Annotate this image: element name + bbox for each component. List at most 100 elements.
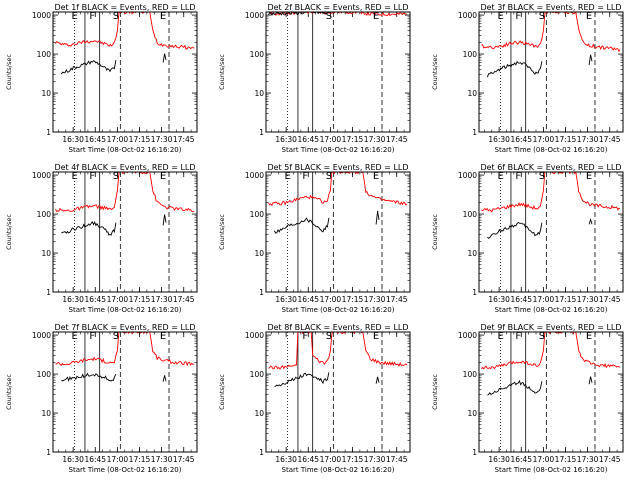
y-tick-label: 1000 [32, 11, 51, 20]
events-series-line [162, 375, 167, 382]
lld-series-line [55, 332, 195, 367]
x-tick-label: 16:30 [275, 135, 297, 144]
phase-marker-label: S [539, 331, 545, 342]
reference-lines [74, 332, 170, 452]
phase-marker-label: S [539, 171, 545, 182]
x-tick-label: 17:45 [599, 135, 621, 144]
plot-frame [265, 331, 411, 453]
x-tick-label: 16:45 [297, 455, 319, 464]
x-axis-label: Start Time (08-Oct-02 16:16:20) [69, 306, 182, 314]
lld-series-line [55, 172, 195, 213]
y-axis-label: Counts/sec [5, 54, 13, 90]
phase-marker-label: E [71, 11, 77, 22]
y-tick-label: 100 [37, 370, 52, 379]
y-axis-label: Counts/sec [431, 374, 439, 410]
y-axis-label: Counts/sec [218, 374, 226, 410]
y-tick-label: 100 [250, 50, 265, 59]
x-tick-label: 16:30 [488, 455, 510, 464]
detector-plot-4: Det 4f BLACK = Events, RED = LLD Counts/s… [5, 163, 198, 314]
phase-marker-label: E [71, 171, 77, 182]
events-series-line [274, 372, 330, 387]
y-tick-label: 10 [254, 89, 264, 98]
lld-series-line [268, 172, 408, 207]
phase-marker-label: F [89, 171, 95, 182]
events-series-line [487, 221, 543, 239]
plot-frame [52, 11, 198, 133]
x-axis-label: Start Time (08-Oct-02 16:16:20) [282, 466, 395, 474]
y-tick-label: 1000 [245, 171, 264, 180]
phase-marker-label: E [373, 11, 379, 22]
reference-lines [287, 172, 383, 292]
lld-series-line [481, 172, 621, 213]
y-tick-label: 10 [467, 249, 477, 258]
reference-lines [74, 12, 170, 132]
events-series-line [162, 214, 167, 226]
x-tick-label: 17:15 [555, 295, 577, 304]
detector-plot-2: Det 2f BLACK = Events, RED = LLD Counts/s… [218, 3, 411, 154]
plot-title: Det 8f BLACK = Events, RED = LLD [267, 323, 408, 332]
x-tick-label: 17:30 [364, 455, 386, 464]
plot-title: Det 3f BLACK = Events, RED = LLD [480, 3, 621, 12]
x-tick-label: 17:45 [386, 455, 408, 464]
y-tick-label: 10 [467, 409, 477, 418]
events-series-line [486, 60, 543, 78]
y-tick-label: 1 [472, 448, 477, 457]
x-tick-label: 17:15 [342, 455, 364, 464]
plot-frame [478, 11, 624, 133]
y-axis-label: Counts/sec [431, 54, 439, 90]
plot-frame [478, 331, 624, 453]
y-tick-label: 1 [46, 128, 51, 137]
plot-frame [52, 331, 198, 453]
y-tick-label: 100 [463, 210, 478, 219]
y-tick-label: 1 [46, 448, 51, 457]
events-series-line [274, 217, 330, 234]
x-tick-label: 17:30 [151, 135, 173, 144]
phase-marker-label: E [160, 331, 166, 342]
reference-lines [287, 12, 383, 132]
phase-marker-label: E [71, 331, 77, 342]
phase-marker-label: S [113, 11, 119, 22]
x-tick-label: 16:45 [510, 455, 532, 464]
x-tick-label: 17:15 [129, 135, 151, 144]
events-series-line [588, 217, 593, 225]
x-tick-label: 17:15 [342, 295, 364, 304]
phase-marker-label: F [302, 331, 308, 342]
y-tick-label: 10 [254, 249, 264, 258]
phase-marker-label: S [326, 171, 332, 182]
phase-marker-label: F [89, 331, 95, 342]
series-group [268, 12, 408, 17]
y-tick-label: 1000 [245, 11, 264, 20]
x-tick-label: 17:00 [533, 295, 555, 304]
x-tick-label: 16:45 [297, 135, 319, 144]
plot-frame [52, 171, 198, 293]
y-tick-label: 1 [472, 288, 477, 297]
phase-marker-label: F [89, 11, 95, 22]
phase-marker-label: F [515, 11, 521, 22]
reference-lines [74, 172, 170, 292]
phase-marker-label: S [539, 11, 545, 22]
y-tick-label: 1000 [458, 331, 477, 340]
phase-marker-label: S [326, 11, 332, 22]
y-tick-label: 100 [37, 210, 52, 219]
reference-lines [287, 332, 383, 452]
x-tick-label: 17:30 [364, 135, 386, 144]
x-tick-label: 17:45 [599, 295, 621, 304]
series-group [481, 12, 621, 78]
x-tick-label: 17:15 [555, 135, 577, 144]
y-axis-label: Counts/sec [218, 54, 226, 90]
phase-marker-label: F [515, 171, 521, 182]
y-axis-label: Counts/sec [431, 214, 439, 250]
plot-frame [478, 171, 624, 293]
events-series-line [375, 210, 380, 225]
x-axis-label: Start Time (08-Oct-02 16:16:20) [69, 146, 182, 154]
series-group [481, 172, 621, 239]
x-tick-label: 17:00 [107, 295, 129, 304]
y-tick-label: 1 [259, 128, 264, 137]
y-tick-label: 10 [467, 89, 477, 98]
plot-title: Det 7f BLACK = Events, RED = LLD [54, 323, 195, 332]
plot-title: Det 2f BLACK = Events, RED = LLD [267, 3, 408, 12]
detector-plot-3: Det 3f BLACK = Events, RED = LLD Counts/s… [431, 3, 624, 154]
x-tick-label: 16:45 [84, 135, 106, 144]
x-tick-label: 17:30 [577, 455, 599, 464]
x-tick-label: 16:30 [488, 135, 510, 144]
